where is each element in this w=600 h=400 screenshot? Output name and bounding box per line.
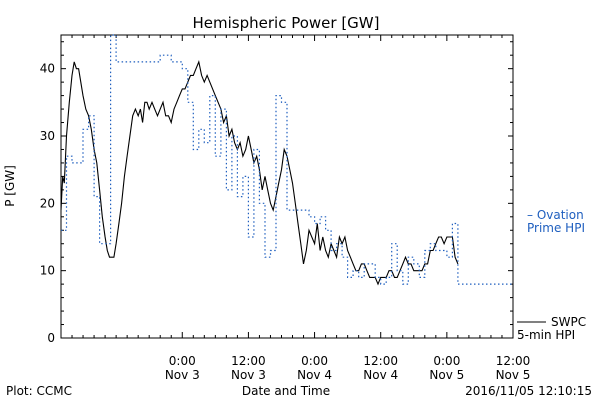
y-tick-label: 20: [40, 196, 55, 210]
x-tick-label-time: 0:00: [433, 354, 460, 368]
plot-area: [60, 34, 514, 339]
series-layer: [60, 34, 513, 286]
x-tick-label-date: Nov 4: [297, 368, 332, 382]
x-tick-label-time: 0:00: [169, 354, 196, 368]
y-axis-label: P [GW]: [3, 165, 17, 207]
x-tick-label-date: Nov 5: [496, 368, 531, 382]
series-line-ovation-prime: [61, 34, 513, 285]
x-tick-label-date: Nov 4: [363, 368, 398, 382]
series-line-swpc: [60, 60, 459, 286]
y-tick-label: 30: [40, 129, 55, 143]
x-tick-label-date: Nov 5: [429, 368, 464, 382]
chart-title: Hemispheric Power [GW]: [193, 14, 380, 32]
x-tick-label-time: 12:00: [231, 354, 266, 368]
x-tick-label-time: 0:00: [301, 354, 328, 368]
x-tick-label-date: Nov 3: [231, 368, 266, 382]
x-axis-label: Date and Time: [242, 384, 330, 398]
legend-swpc-line2: 5-min HPI: [517, 328, 575, 342]
timestamp: 2016/11/05 12:10:15: [465, 384, 592, 398]
legend-ovation: – Ovation Prime HPI: [527, 208, 585, 235]
x-tick-label-date: Nov 3: [165, 368, 200, 382]
y-axis: 0 10 20 30 40: [40, 41, 513, 345]
legend-ovation-line1: – Ovation: [527, 208, 584, 222]
legend-ovation-line2: Prime HPI: [527, 221, 585, 235]
y-tick-label: 0: [47, 331, 55, 345]
x-tick-label-time: 12:00: [363, 354, 398, 368]
legend-swpc: SWPC 5-min HPI: [517, 315, 586, 342]
y-tick-label: 10: [40, 264, 55, 278]
plot-source: Plot: CCMC: [6, 384, 72, 398]
x-tick-label-time: 12:00: [496, 354, 531, 368]
legend-swpc-line1: SWPC: [551, 315, 586, 329]
y-tick-label: 40: [40, 62, 55, 76]
